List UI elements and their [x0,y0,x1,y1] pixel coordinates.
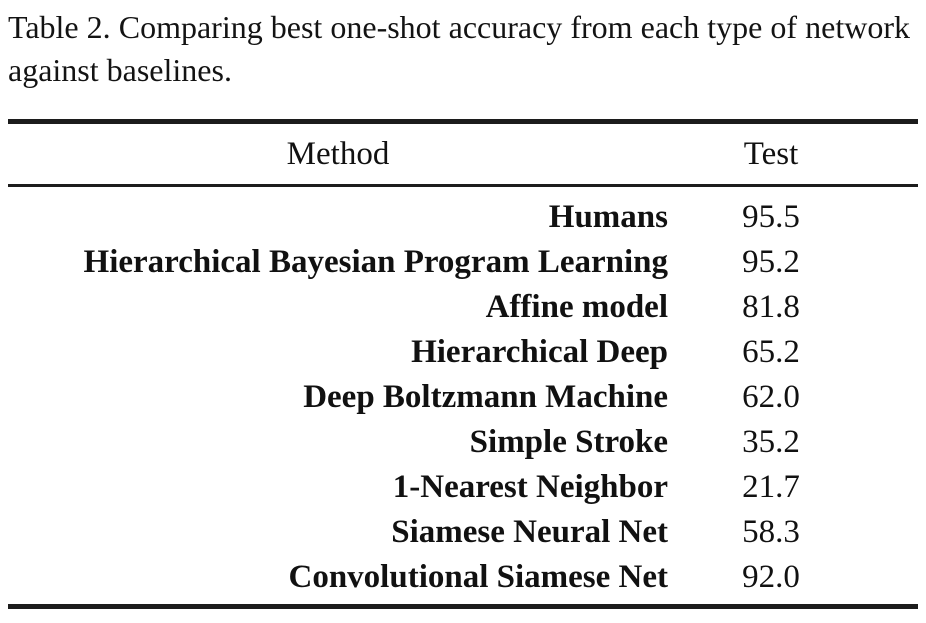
test-accuracy-value: 65.2 [742,334,800,370]
test-accuracy-value: 62.0 [742,379,800,415]
method-name: Hierarchical Deep [411,334,668,370]
method-name: Hierarchical Bayesian Program Learning [83,244,668,280]
table-bottom-rule [8,604,918,609]
method-name: Humans [548,199,668,235]
table-row: Deep Boltzmann Machine 62.0 [8,375,918,420]
test-accuracy-value: 92.0 [742,559,800,595]
method-name: Convolutional Siamese Net [288,559,669,595]
test-accuracy-value: 58.3 [742,514,800,550]
method-name: Affine model [485,289,668,325]
table-row: Affine model 81.8 [8,285,918,330]
table-row: Hierarchical Bayesian Program Learning 95… [8,240,918,285]
table-row: Humans 95.5 [8,195,918,240]
method-name: Simple Stroke [469,424,668,460]
table-row: Convolutional Siamese Net 92.0 [8,555,918,600]
table-caption: Table 2. Comparing best one-shot accurac… [8,9,910,88]
table-header-rule [8,184,918,187]
column-header-method: Method [286,135,390,172]
table-row: Hierarchical Deep 65.2 [8,330,918,375]
column-header-test: Test [743,135,799,172]
test-accuracy-value: 81.8 [742,289,800,325]
method-name: 1-Nearest Neighbor [392,469,668,505]
test-accuracy-value: 21.7 [742,469,800,505]
results-table: Method Test Humans 95.5 Hierarchical Bayes… [8,119,918,609]
table-row: 1-Nearest Neighbor 21.7 [8,465,918,510]
table-body: Humans 95.5 Hierarchical Bayesian Program … [8,187,918,604]
table-top-rule [8,119,918,124]
test-accuracy-value: 35.2 [742,424,800,460]
table-row: Siamese Neural Net 58.3 [8,510,918,555]
table-header-row: Method Test [8,124,918,184]
table-row: Simple Stroke 35.2 [8,420,918,465]
test-accuracy-value: 95.5 [742,199,800,235]
method-name: Deep Boltzmann Machine [303,379,668,415]
test-accuracy-value: 95.2 [742,244,800,280]
method-name: Siamese Neural Net [391,514,668,550]
